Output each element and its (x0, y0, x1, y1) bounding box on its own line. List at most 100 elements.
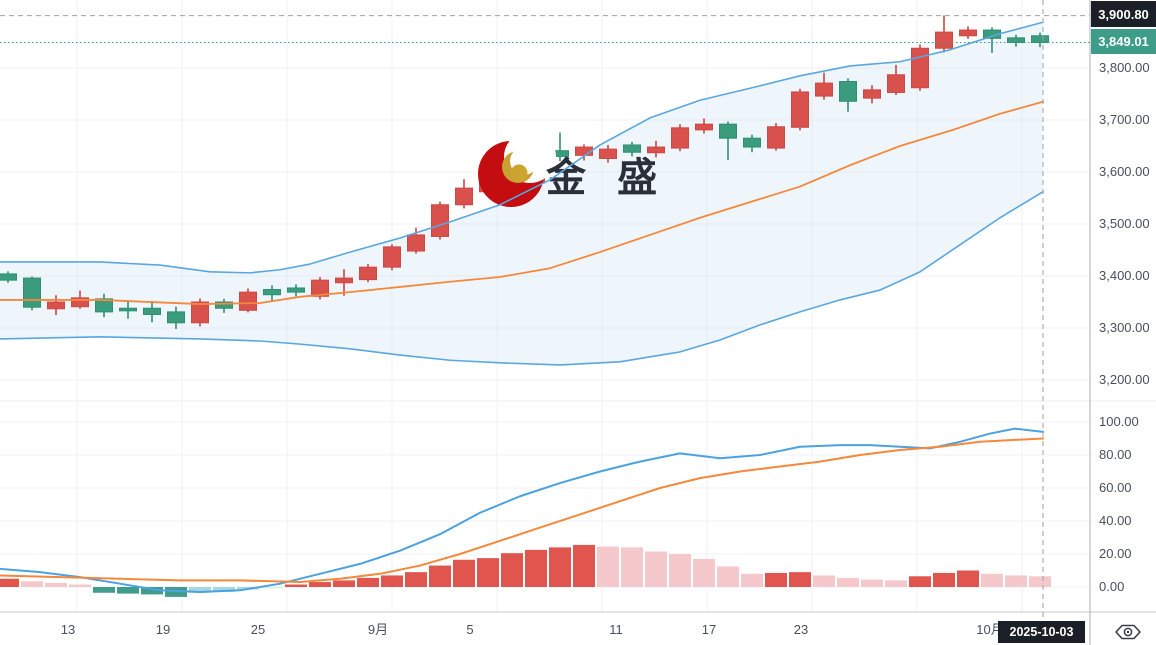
histogram-bar (813, 575, 835, 587)
histogram-bar (189, 587, 211, 593)
time-tick-label: 17 (701, 622, 717, 637)
candle-down (623, 144, 641, 153)
candle-up (671, 127, 689, 149)
histogram-bar (837, 577, 859, 587)
bollinger-lower-line (0, 190, 1044, 366)
candle-down (23, 277, 41, 308)
histogram-bar (741, 573, 763, 587)
time-tick-label: 11 (609, 622, 623, 637)
histogram-bar (645, 551, 667, 587)
histogram-bar (117, 587, 139, 594)
price-tick-label: 3,800.00 (1099, 60, 1150, 75)
candle-down (0, 273, 17, 281)
candle-up (695, 123, 713, 131)
oscillator-orange-line (0, 437, 1044, 584)
eye-icon (1115, 624, 1141, 640)
histogram-bar (213, 587, 235, 592)
candle-down (1031, 35, 1049, 44)
candle-down (263, 289, 281, 296)
histogram-bar (909, 576, 931, 587)
candle-up (815, 82, 833, 97)
candle-down (743, 137, 761, 148)
histogram-bar (357, 577, 379, 587)
candle-up (599, 148, 617, 159)
candle-down (119, 307, 137, 312)
histogram-bar (309, 582, 331, 587)
histogram-bar (669, 554, 691, 587)
last-price-badge: 3,849.01 (1091, 29, 1156, 54)
moving-average-line (0, 100, 1044, 305)
candle-down (1007, 37, 1025, 44)
histogram-bar (381, 575, 403, 587)
crosshair-price-badge: 3,900.80 (1091, 1, 1156, 27)
candle-down (839, 81, 857, 102)
candle-down (143, 307, 161, 315)
histogram-bar (1005, 575, 1027, 587)
candle-up (647, 146, 665, 154)
price-tick-label: 3,500.00 (1099, 216, 1150, 231)
candle-up (935, 31, 953, 49)
time-tick-label: 23 (793, 622, 809, 637)
histogram-bar (261, 587, 283, 589)
time-tick-label: 19 (155, 622, 171, 637)
bollinger-band-fill (0, 22, 1043, 365)
candle-up (863, 89, 881, 99)
histogram-bar (693, 558, 715, 587)
indicator-tick-label: 20.00 (1099, 546, 1132, 561)
price-tick-label: 3,400.00 (1099, 268, 1150, 283)
histogram-bar (405, 572, 427, 587)
histogram-bar (0, 578, 19, 587)
candle-up (239, 291, 257, 311)
histogram-bar (429, 565, 451, 587)
histogram-bar (957, 570, 979, 587)
histogram-bar (1029, 576, 1051, 587)
histogram-bar (333, 580, 355, 587)
candle-up (767, 126, 785, 149)
brand-watermark-text: 金 盛 (545, 155, 667, 200)
price-tick-label: 3,200.00 (1099, 372, 1150, 387)
candle-down (167, 311, 185, 324)
candle-up (455, 187, 473, 206)
price-tick-label: 3,600.00 (1099, 164, 1150, 179)
candle-up (191, 301, 209, 324)
histogram-bar (861, 579, 883, 587)
histogram-bar (525, 549, 547, 587)
brand-watermark: 金 盛 (478, 131, 667, 207)
time-tick-label: 9月 (367, 622, 389, 637)
price-axis[interactable]: 3,800.00 3,700.00 3,600.00 3,500.00 3,400.00… (1091, 0, 1156, 612)
time-tick-label: 25 (250, 622, 266, 637)
time-tick-label: 10月 (976, 622, 1004, 637)
candle-down (215, 301, 233, 309)
candle-up (47, 301, 65, 310)
histogram-bar (285, 584, 307, 587)
candle-up (407, 234, 425, 252)
indicator-tick-label: 80.00 (1099, 447, 1132, 462)
candle-down (287, 287, 305, 293)
candle-up (431, 204, 449, 237)
price-tick-label: 3,700.00 (1099, 112, 1150, 127)
time-tick-label: 13 (60, 622, 76, 637)
indicator-tick-label: 0.00 (1099, 579, 1125, 594)
histogram-bar (93, 587, 115, 593)
histogram-bar (21, 581, 43, 587)
histogram-bar (45, 582, 67, 587)
price-tick-label: 3,300.00 (1099, 320, 1150, 335)
histogram-bar (549, 547, 571, 587)
candle-up (335, 277, 353, 284)
histogram-bar (717, 566, 739, 587)
histogram-bar (933, 572, 955, 587)
histogram-bar (981, 573, 1003, 587)
time-axis[interactable]: 13 19 25 9月 5 11 17 23 10月 (0, 613, 1090, 645)
candle-up (959, 29, 977, 37)
time-tick-label: 5 (466, 622, 474, 637)
visibility-eye-button[interactable] (1108, 620, 1148, 644)
histogram-bar (501, 553, 523, 587)
candle-up (791, 91, 809, 128)
histogram-bar (453, 559, 475, 587)
bollinger-upper-line (0, 21, 1044, 274)
candle-up (887, 74, 905, 93)
candle-up (71, 297, 89, 308)
candle-up (311, 279, 329, 297)
